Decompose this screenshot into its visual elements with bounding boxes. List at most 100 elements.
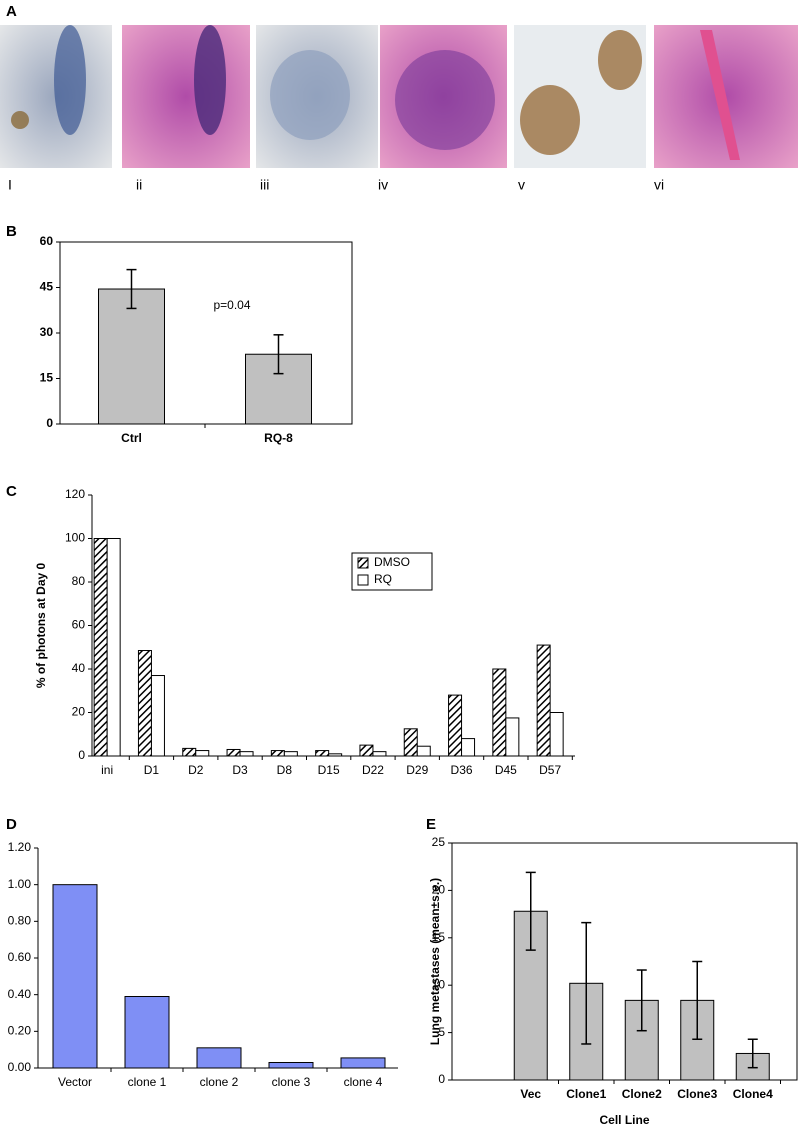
bar xyxy=(549,712,564,757)
image-label: vi xyxy=(654,177,664,193)
x-tick-label: D36 xyxy=(451,763,473,777)
bar xyxy=(106,538,121,757)
micrograph xyxy=(270,50,350,140)
x-tick-label: Vec xyxy=(520,1087,541,1101)
micrograph xyxy=(395,50,495,150)
annotation: p=0.04 xyxy=(213,298,250,312)
panel-label: D xyxy=(6,816,17,833)
y-tick-label: 120 xyxy=(65,487,85,501)
legend-swatch xyxy=(357,574,369,586)
panel-label: A xyxy=(6,3,17,20)
bar xyxy=(448,694,463,757)
y-tick-label: 45 xyxy=(40,280,54,294)
bar xyxy=(93,538,108,757)
image-label: v xyxy=(518,177,525,193)
x-tick-label: clone 3 xyxy=(272,1075,311,1089)
x-tick-label: D8 xyxy=(277,763,293,777)
y-tick-label: 25 xyxy=(432,835,446,849)
y-tick-label: 0 xyxy=(438,1072,445,1086)
bar xyxy=(137,650,152,757)
image-label: I xyxy=(8,177,12,193)
bar xyxy=(359,744,374,757)
y-tick-label: 15 xyxy=(432,930,446,944)
bar xyxy=(492,668,507,757)
x-tick-label: Clone3 xyxy=(677,1087,717,1101)
x-tick-label: Ctrl xyxy=(121,431,142,445)
x-tick-label: D57 xyxy=(539,763,561,777)
image-label: iv xyxy=(378,177,388,193)
micrograph xyxy=(700,30,740,160)
y-tick-label: 0 xyxy=(46,416,53,430)
bar xyxy=(340,1057,386,1069)
x-tick-label: Clone2 xyxy=(622,1087,662,1101)
x-tick-label: clone 2 xyxy=(200,1075,239,1089)
y-tick-label: 1.00 xyxy=(8,877,32,891)
y-tick-label: 20 xyxy=(72,705,86,719)
x-axis-label: Cell Line xyxy=(599,1113,649,1127)
bar xyxy=(536,644,551,757)
bar xyxy=(461,738,476,757)
y-tick-label: 5 xyxy=(438,1025,445,1039)
bar xyxy=(416,745,431,757)
y-tick-label: 0 xyxy=(78,748,85,762)
x-tick-label: clone 1 xyxy=(128,1075,167,1089)
legend-swatch xyxy=(357,557,369,569)
bar xyxy=(403,728,418,757)
bar xyxy=(196,1047,242,1069)
bar xyxy=(239,751,254,757)
x-tick-label: Clone4 xyxy=(733,1087,773,1101)
x-tick-label: ini xyxy=(101,763,113,777)
y-tick-label: 60 xyxy=(40,234,54,248)
bar xyxy=(270,750,285,757)
bar xyxy=(52,884,98,1069)
bar xyxy=(182,747,197,757)
plot-frame xyxy=(451,842,798,1081)
y-tick-label: 15 xyxy=(40,371,54,385)
x-tick-label: D1 xyxy=(144,763,160,777)
micrograph xyxy=(520,85,580,155)
bar xyxy=(150,675,165,757)
x-tick-label: clone 4 xyxy=(344,1075,383,1089)
micrograph-row xyxy=(0,25,798,168)
bar xyxy=(283,751,298,757)
y-tick-label: 1.20 xyxy=(8,840,32,854)
panel-label: B xyxy=(6,223,17,240)
bar xyxy=(226,748,241,757)
micrograph xyxy=(194,25,226,135)
x-tick-label: D45 xyxy=(495,763,517,777)
y-tick-label: 0.80 xyxy=(8,914,32,928)
panel-label: C xyxy=(6,483,17,500)
y-tick-label: 30 xyxy=(40,325,54,339)
legend-label: DMSO xyxy=(374,555,410,569)
micrograph xyxy=(122,25,250,168)
bar xyxy=(505,717,520,757)
bar xyxy=(195,750,210,757)
image-label: iii xyxy=(260,177,269,193)
y-axis-label: Lung metastases (mean±s.e.) xyxy=(428,878,442,1045)
y-tick-label: 10 xyxy=(432,977,446,991)
y-tick-label: 0.40 xyxy=(8,987,32,1001)
micrograph xyxy=(54,25,86,135)
x-tick-label: D22 xyxy=(362,763,384,777)
bar xyxy=(268,1062,314,1069)
legend-label: RQ xyxy=(374,572,392,586)
y-tick-label: 0.60 xyxy=(8,950,32,964)
x-tick-label: Vector xyxy=(58,1075,92,1089)
x-tick-label: Clone1 xyxy=(566,1087,606,1101)
x-tick-label: D2 xyxy=(188,763,204,777)
image-label: ii xyxy=(136,177,142,193)
y-tick-label: 40 xyxy=(72,661,86,675)
x-tick-label: D15 xyxy=(318,763,340,777)
bar xyxy=(98,288,165,425)
x-tick-label: D29 xyxy=(406,763,428,777)
panel-label: E xyxy=(426,816,436,833)
y-tick-label: 0.20 xyxy=(8,1024,32,1038)
bar xyxy=(124,996,170,1069)
bar xyxy=(315,750,330,757)
y-axis-label: % of photons at Day 0 xyxy=(34,563,48,689)
micrograph xyxy=(598,30,642,90)
bar xyxy=(328,753,343,757)
y-tick-label: 60 xyxy=(72,618,86,632)
